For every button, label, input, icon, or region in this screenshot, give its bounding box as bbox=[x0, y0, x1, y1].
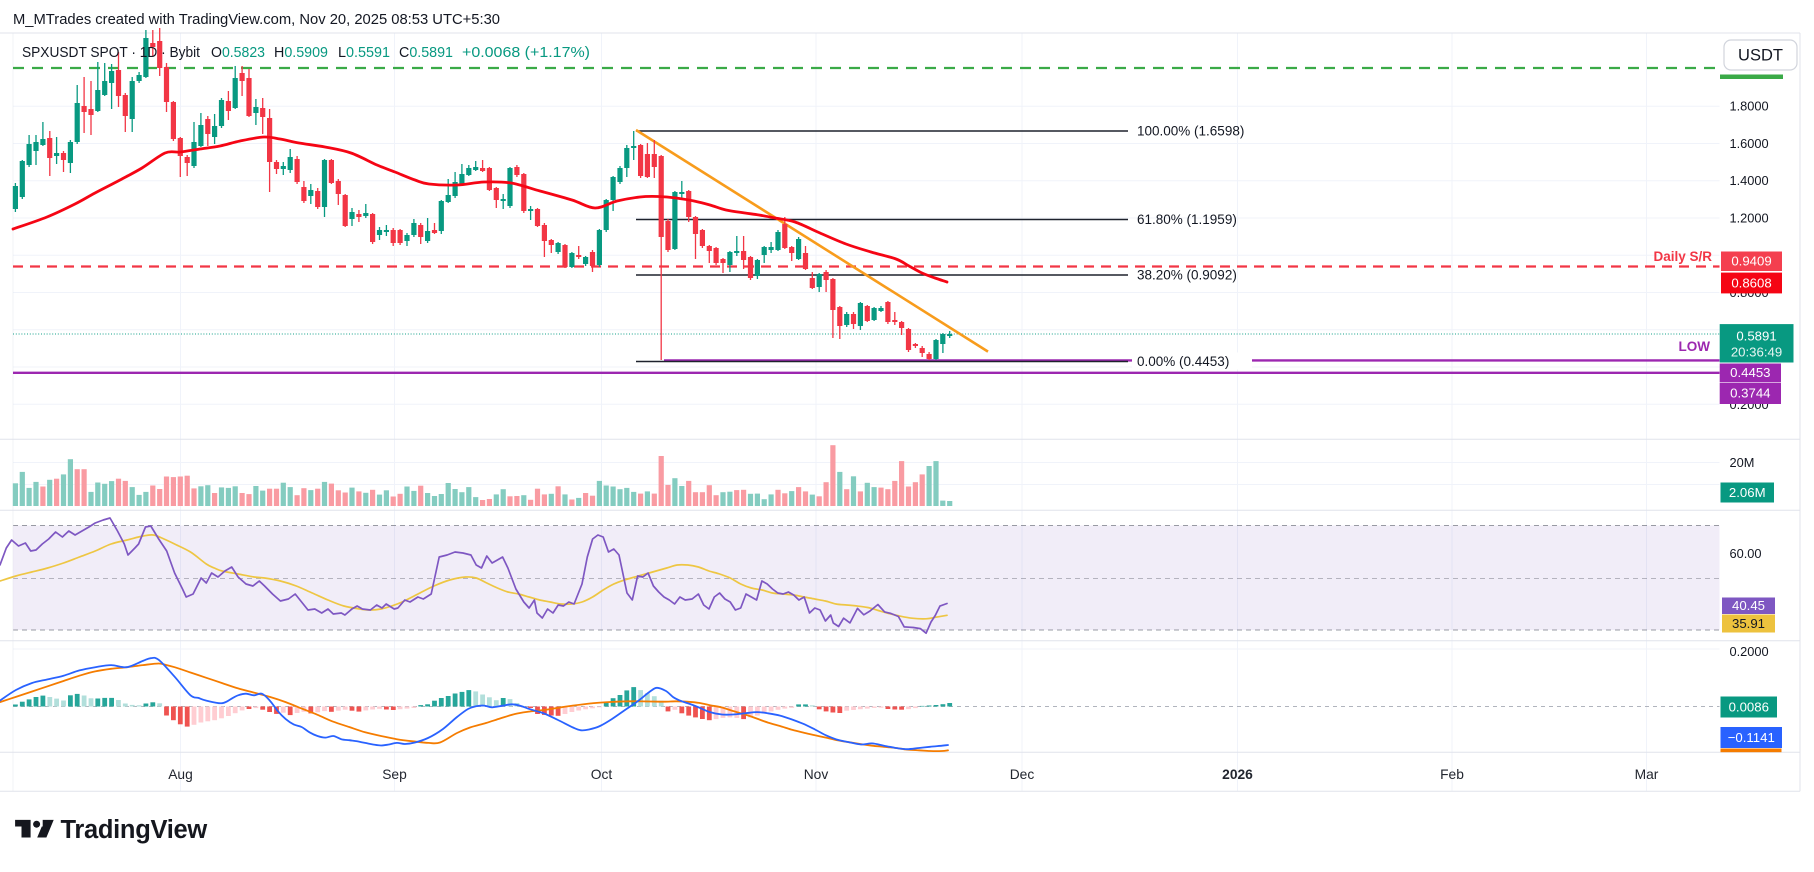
svg-text:0.3744: 0.3744 bbox=[1730, 386, 1770, 401]
svg-text:Feb: Feb bbox=[1440, 767, 1464, 782]
svg-text:USDT: USDT bbox=[1738, 47, 1783, 65]
svg-text:2.06M: 2.06M bbox=[1729, 485, 1766, 500]
svg-text:0.0086: 0.0086 bbox=[1729, 699, 1769, 714]
svg-text:Daily S/R: Daily S/R bbox=[1653, 249, 1712, 264]
svg-text:TradingView: TradingView bbox=[61, 816, 208, 844]
svg-text:1.2000: 1.2000 bbox=[1730, 210, 1769, 225]
svg-text:O0.5823: O0.5823 bbox=[211, 44, 265, 61]
svg-text:60.00: 60.00 bbox=[1730, 546, 1762, 561]
svg-text:Dec: Dec bbox=[1010, 767, 1035, 782]
svg-text:Sep: Sep bbox=[382, 767, 407, 782]
svg-text:1.4000: 1.4000 bbox=[1730, 173, 1769, 188]
svg-text:C0.5891: C0.5891 bbox=[399, 44, 453, 61]
svg-text:M_MTrades created with Trading: M_MTrades created with TradingView.com, … bbox=[13, 11, 500, 28]
svg-text:1.8000: 1.8000 bbox=[1730, 99, 1769, 114]
svg-text:+0.0068 (+1.17%): +0.0068 (+1.17%) bbox=[462, 44, 590, 61]
svg-text:SPXUSDT SPOT · 1D · Bybit: SPXUSDT SPOT · 1D · Bybit bbox=[22, 44, 201, 61]
svg-text:0.4453: 0.4453 bbox=[1730, 365, 1770, 380]
svg-text:LOW: LOW bbox=[1679, 339, 1711, 354]
svg-text:61.80% (1.1959): 61.80% (1.1959) bbox=[1137, 212, 1237, 227]
svg-text:−0.1141: −0.1141 bbox=[1728, 730, 1775, 745]
svg-text:40.45: 40.45 bbox=[1732, 598, 1765, 613]
svg-text:Mar: Mar bbox=[1635, 767, 1659, 782]
svg-text:38.20% (0.9092): 38.20% (0.9092) bbox=[1137, 268, 1237, 283]
svg-text:35.91: 35.91 bbox=[1732, 616, 1765, 631]
svg-text:1.6000: 1.6000 bbox=[1730, 136, 1769, 151]
svg-text:0.9409: 0.9409 bbox=[1731, 254, 1771, 269]
svg-text:L0.5591: L0.5591 bbox=[338, 44, 390, 61]
svg-text:20M: 20M bbox=[1730, 455, 1755, 470]
svg-text:0.8608: 0.8608 bbox=[1731, 275, 1771, 290]
svg-text:0.00% (0.4453): 0.00% (0.4453) bbox=[1137, 354, 1229, 369]
svg-text:Oct: Oct bbox=[591, 767, 613, 782]
svg-text:100.00% (1.6598): 100.00% (1.6598) bbox=[1137, 124, 1244, 139]
svg-text:Nov: Nov bbox=[804, 767, 829, 782]
svg-text:0.2000: 0.2000 bbox=[1730, 644, 1769, 659]
svg-text:2026: 2026 bbox=[1222, 767, 1253, 782]
svg-text:20:36:49: 20:36:49 bbox=[1731, 345, 1782, 360]
svg-text:0.5891: 0.5891 bbox=[1736, 329, 1776, 344]
svg-text:H0.5909: H0.5909 bbox=[274, 44, 328, 61]
svg-text:Aug: Aug bbox=[168, 767, 193, 782]
